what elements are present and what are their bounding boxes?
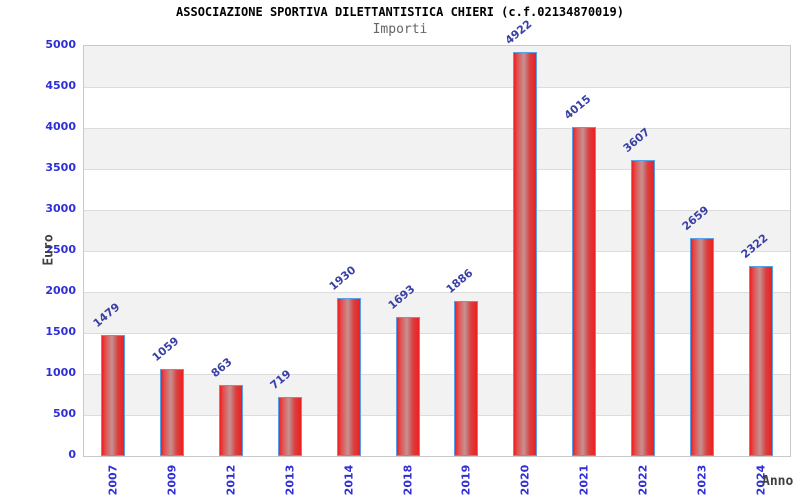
x-tick-label: 2019: [459, 464, 473, 496]
bar-2009: [160, 369, 185, 456]
gridline: [84, 169, 790, 170]
x-tick-label: 2020: [518, 464, 532, 496]
x-tick-label: 2013: [283, 464, 297, 496]
gridline: [84, 251, 790, 252]
plot-band: [84, 251, 790, 292]
plot-band: [84, 46, 790, 87]
plot-band: [84, 292, 790, 333]
x-tick-label: 2007: [106, 464, 120, 496]
bar-2007: [101, 334, 126, 456]
y-tick-label: 4500: [45, 79, 76, 92]
y-tick-label: 2000: [45, 284, 76, 297]
y-tick-label: 500: [53, 407, 76, 420]
plot-band: [84, 210, 790, 251]
gridline: [84, 374, 790, 375]
bar-2022: [630, 160, 655, 456]
bar-2014: [336, 297, 361, 456]
gridline: [84, 210, 790, 211]
y-tick-label: 2500: [45, 243, 76, 256]
y-tick-label: 4000: [45, 120, 76, 133]
bar-2013: [277, 397, 302, 456]
x-tick-label: 2009: [165, 464, 179, 496]
plot-area: 1479 1059 863 719 1930 1693 1886 4922 4015 3607 26…: [83, 18, 791, 457]
bar-2020: [513, 52, 538, 456]
bar-2024: [748, 265, 773, 456]
y-tick-label: 1000: [45, 366, 76, 379]
y-tick-label: 0: [68, 448, 76, 461]
bar-2023: [689, 237, 714, 456]
y-tick-label: 3000: [45, 202, 76, 215]
gridline: [84, 128, 790, 129]
plot-band: [84, 169, 790, 210]
x-tick-label: 2023: [695, 464, 709, 496]
y-tick-label: 1500: [45, 325, 76, 338]
y-tick-label: 3500: [45, 161, 76, 174]
y-axis-title: Euro: [41, 234, 57, 266]
gridline: [84, 333, 790, 334]
plot-band: [84, 333, 790, 374]
bar-2021: [572, 126, 597, 456]
plot-band: [84, 415, 790, 456]
gridline: [84, 87, 790, 88]
plot-band: [84, 128, 790, 169]
x-tick-label: 2021: [577, 464, 591, 496]
x-tick-label: 2012: [224, 464, 238, 496]
chart-subtitle: Importi: [372, 22, 428, 37]
x-axis-title: Anno: [762, 474, 794, 489]
gridline: [84, 292, 790, 293]
plot-band: [84, 374, 790, 415]
bar-2012: [219, 385, 244, 456]
chart-title: ASSOCIAZIONE SPORTIVA DILETTANTISTICA CH…: [176, 5, 624, 19]
x-tick-label: 2018: [401, 464, 415, 496]
x-tick-label: 2022: [636, 464, 650, 496]
bar-2018: [395, 317, 420, 456]
y-tick-label: 5000: [45, 38, 76, 51]
plot-band: [84, 87, 790, 128]
x-tick-label: 2014: [342, 464, 356, 496]
bar-2019: [454, 301, 479, 456]
gridline: [84, 415, 790, 416]
